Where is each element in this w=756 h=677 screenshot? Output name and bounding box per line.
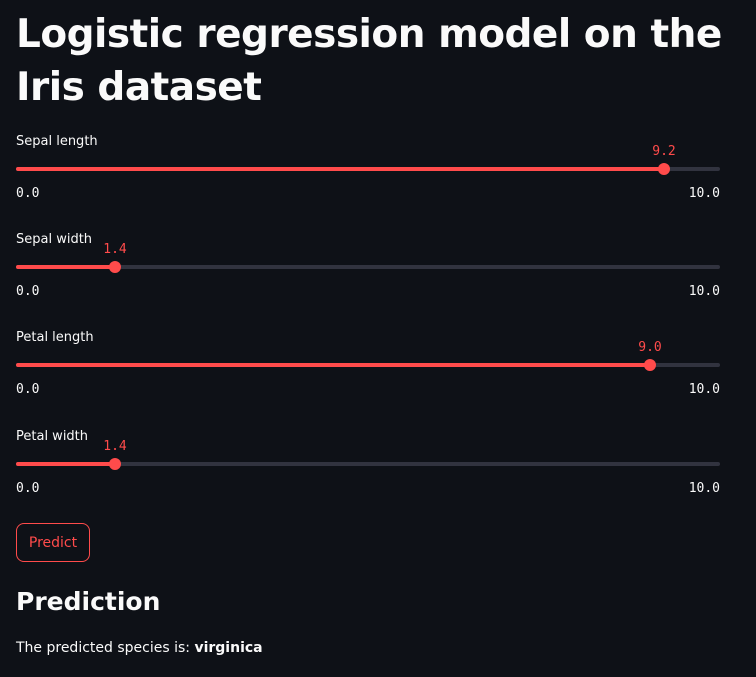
prediction-result: The predicted species is: virginica xyxy=(16,638,263,658)
predicted-species: virginica xyxy=(194,640,263,656)
petal-width-slider[interactable]: Petal width 1.4 0.0 10.0 xyxy=(16,429,720,509)
slider-label: Sepal width xyxy=(16,232,93,247)
slider-min: 0.0 xyxy=(16,186,40,201)
slider-thumb[interactable] xyxy=(658,163,670,175)
slider-fill xyxy=(16,363,650,367)
slider-label: Petal width xyxy=(16,429,89,444)
slider-value: 1.4 xyxy=(103,242,127,257)
slider-max: 10.0 xyxy=(688,481,720,496)
slider-track[interactable] xyxy=(16,167,720,171)
slider-max: 10.0 xyxy=(688,284,720,299)
prediction-prefix: The predicted species is: xyxy=(16,640,195,656)
slider-track[interactable] xyxy=(16,265,720,269)
slider-max: 10.0 xyxy=(688,382,720,397)
prediction-heading: Prediction xyxy=(16,587,161,616)
slider-track[interactable] xyxy=(16,462,720,466)
slider-thumb[interactable] xyxy=(109,261,121,273)
slider-value: 1.4 xyxy=(103,439,127,454)
slider-thumb[interactable] xyxy=(644,359,656,371)
slider-fill xyxy=(16,167,664,171)
slider-min: 0.0 xyxy=(16,284,40,299)
slider-min: 0.0 xyxy=(16,481,40,496)
slider-label: Petal length xyxy=(16,330,94,345)
slider-value: 9.2 xyxy=(652,144,676,159)
petal-length-slider[interactable]: Petal length 9.0 0.0 10.0 xyxy=(16,330,720,410)
slider-thumb[interactable] xyxy=(109,458,121,470)
sepal-length-slider[interactable]: Sepal length 9.2 0.0 10.0 xyxy=(16,134,720,214)
slider-fill xyxy=(16,265,115,269)
page-title: Logistic regression model on the Iris da… xyxy=(16,12,722,110)
slider-label: Sepal length xyxy=(16,134,98,149)
predict-button[interactable]: Predict xyxy=(16,523,90,562)
slider-fill xyxy=(16,462,115,466)
sepal-width-slider[interactable]: Sepal width 1.4 0.0 10.0 xyxy=(16,232,720,312)
slider-value: 9.0 xyxy=(638,340,662,355)
slider-min: 0.0 xyxy=(16,382,40,397)
slider-track[interactable] xyxy=(16,363,720,367)
slider-max: 10.0 xyxy=(688,186,720,201)
